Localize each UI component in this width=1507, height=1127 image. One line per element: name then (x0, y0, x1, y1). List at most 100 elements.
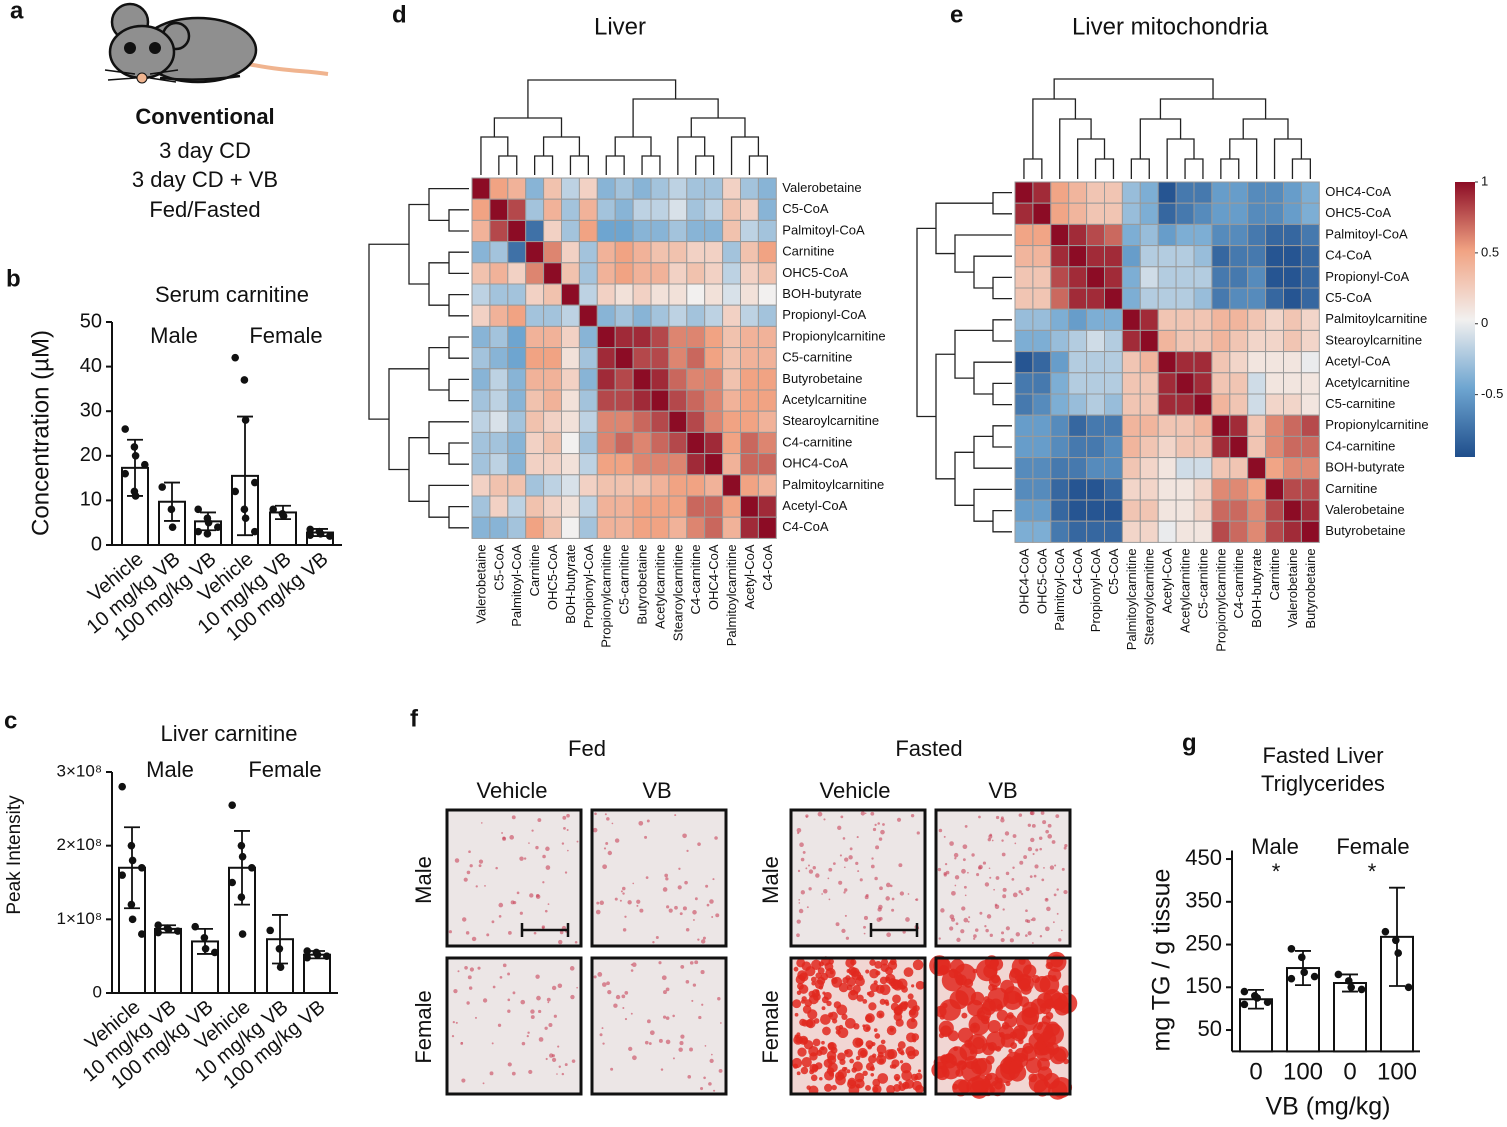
panel-label: e (950, 1, 963, 28)
lipid-droplet (904, 1079, 915, 1089)
heatmap-cell (1283, 181, 1302, 204)
dendrogram (992, 425, 1012, 448)
lipid-droplet (843, 891, 846, 894)
heatmap-cell (632, 241, 652, 264)
heatmap-cell (722, 410, 741, 433)
heatmap-cell (471, 474, 491, 497)
heatmap-cell (757, 219, 777, 243)
column-label: C4-CoA (760, 544, 775, 591)
lipid-droplet (689, 961, 694, 965)
lipid-droplet (951, 890, 956, 896)
data-point (127, 900, 136, 909)
lipid-droplet (879, 976, 888, 985)
column-label: Acetylcarnitine (652, 544, 667, 629)
y-tick-label: 50 (1198, 1016, 1222, 1041)
lipid-droplet (940, 908, 945, 913)
lipid-droplet (893, 1006, 903, 1015)
dendrogram (569, 155, 589, 175)
data-point (130, 443, 139, 451)
dendrogram (605, 155, 625, 175)
lipid-droplet (1004, 831, 1010, 836)
lipid-droplet (877, 907, 882, 912)
heatmap-cell (578, 262, 598, 285)
lipid-droplet (898, 1081, 902, 1085)
heatmap-cell (1229, 223, 1249, 247)
data-point (1240, 987, 1249, 996)
lipid-droplet (831, 977, 838, 984)
heatmap-cell (650, 347, 670, 370)
heatmap-cell (1300, 414, 1320, 437)
sex-label: Male (411, 856, 436, 904)
lipid-droplet (1030, 837, 1035, 843)
heatmap-cell (757, 431, 777, 455)
heatmap-cell (757, 347, 777, 370)
heatmap-cell (578, 177, 598, 200)
condition-label: Fasted (895, 736, 962, 761)
lipid-droplet (709, 899, 714, 904)
heatmap-cell (543, 347, 562, 370)
lipid-droplet (811, 989, 820, 998)
lipid-droplet (526, 1035, 529, 1038)
lipid-droplet (1032, 1021, 1054, 1043)
heatmap-cell (704, 495, 724, 518)
lipid-droplet (593, 975, 597, 979)
data-point (241, 416, 250, 424)
heatmap-cell (1211, 181, 1231, 204)
heatmap-cell (1014, 287, 1034, 310)
lipid-droplet (646, 1019, 651, 1024)
lipid-droplet (953, 1046, 958, 1052)
heatmap-cell (1050, 478, 1070, 501)
lipid-droplet (954, 875, 960, 880)
lipid-droplet (700, 939, 706, 944)
lipid-droplet (949, 926, 954, 931)
lipid-droplet (871, 1041, 876, 1047)
lipid-droplet (810, 1074, 818, 1082)
heatmap-cell (561, 219, 580, 243)
lipid-droplet (535, 974, 540, 979)
heatmap-cell (1157, 478, 1177, 501)
lipid-droplet (862, 1024, 871, 1032)
heatmap-cell (471, 241, 491, 264)
heatmap-cell (1157, 520, 1177, 543)
heatmap-cell (543, 368, 562, 391)
lipid-droplet (576, 840, 579, 843)
dendrogram (448, 336, 469, 359)
heatmap-cell (1121, 499, 1141, 522)
data-point (118, 871, 126, 879)
treatment-label: VB (642, 778, 671, 803)
heatmap-cell (1014, 308, 1034, 331)
dendrogram (448, 442, 469, 465)
row-label: OHC5-CoA (782, 265, 848, 280)
heatmap-cell (614, 241, 634, 264)
lipid-droplet (955, 974, 967, 986)
heatmap-cell (489, 368, 509, 391)
lipid-droplet (791, 1057, 803, 1069)
lipid-droplet (491, 1042, 494, 1045)
lipid-droplet (694, 897, 698, 901)
heatmap-cell (704, 241, 724, 264)
lipid-droplet (1000, 931, 1005, 935)
lipid-droplet (1012, 892, 1018, 898)
data-point (323, 952, 331, 960)
lipid-droplet (1063, 889, 1068, 895)
lipid-droplet (906, 1018, 918, 1030)
heatmap-cell (1139, 435, 1159, 459)
heatmap-cell (1300, 329, 1320, 353)
lipid-droplet (844, 1017, 856, 1029)
lipid-droplet (691, 999, 694, 1002)
heatmap-cell (1104, 351, 1123, 374)
heatmap-cell (525, 304, 545, 327)
lipid-droplet (835, 1074, 846, 1086)
lipid-droplet (1035, 1040, 1046, 1051)
row-label: BOH-butyrate (1325, 460, 1404, 475)
lipid-droplet (547, 1001, 550, 1004)
lipid-droplet (876, 1010, 885, 1019)
lipid-droplet (1002, 908, 1005, 911)
lipid-droplet (630, 969, 634, 972)
lipid-droplet (907, 893, 910, 895)
lipid-droplet (909, 1008, 917, 1016)
lipid-droplet (1028, 1073, 1038, 1083)
lipid-droplet (808, 1046, 819, 1057)
heatmap-cell (525, 389, 545, 412)
lipid-droplet (885, 896, 890, 901)
